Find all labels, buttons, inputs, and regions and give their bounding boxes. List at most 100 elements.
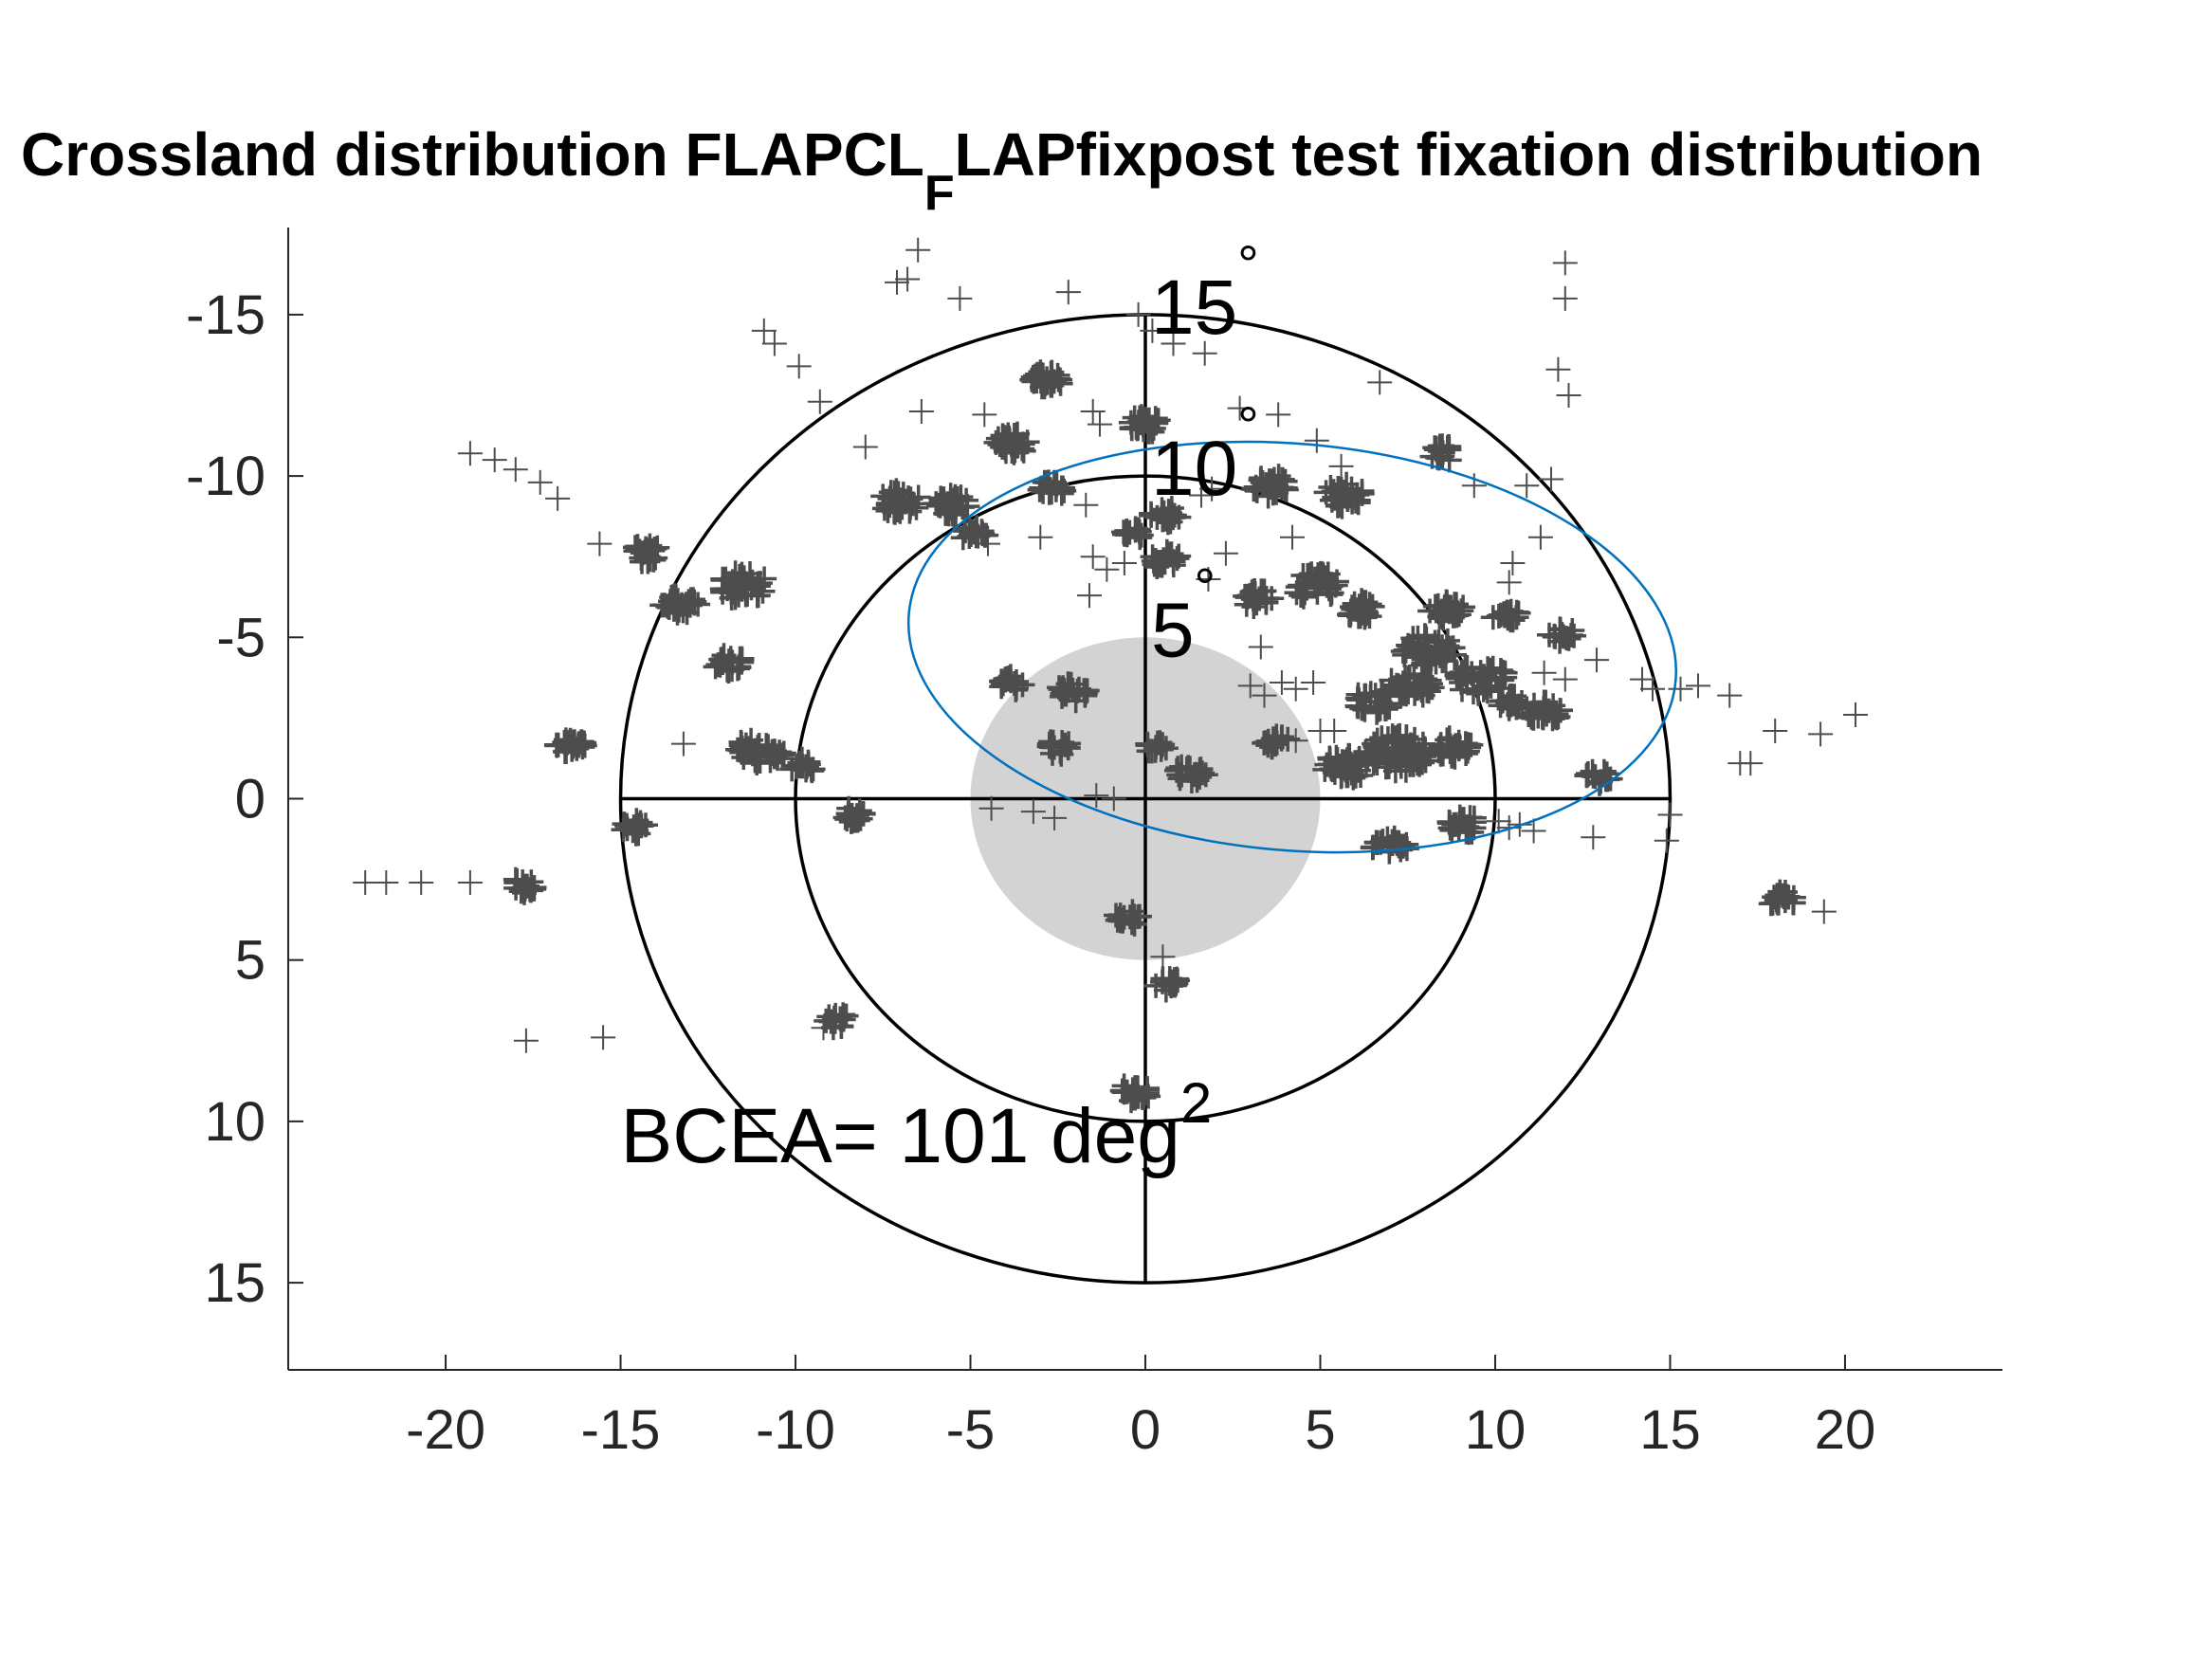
x-tick-label: 0 — [1130, 1399, 1161, 1461]
fixation-marker — [905, 237, 931, 263]
y-tick-label: -5 — [216, 607, 265, 668]
fixation-marker — [1552, 666, 1578, 692]
bcea-ellipse — [906, 440, 1677, 854]
fixation-marker — [1441, 811, 1467, 837]
fixation-marker — [1322, 719, 1347, 743]
fixation-marker — [710, 579, 736, 605]
fixation-marker — [457, 441, 483, 466]
fixation-marker — [1433, 643, 1458, 668]
fixation-marker — [1767, 879, 1793, 904]
fixation-marker — [1320, 757, 1345, 783]
fixation-marker — [1480, 605, 1506, 630]
bcea-annotation: BCEA= 101 deg2 — [621, 1071, 1213, 1179]
fixation-marker — [1430, 433, 1455, 459]
fixation-marker — [1048, 371, 1073, 396]
fixation-marker — [1340, 485, 1365, 511]
fixation-marker — [457, 870, 483, 895]
fixation-marker — [1488, 693, 1513, 719]
fixation-marker — [795, 752, 821, 777]
fixation-marker — [662, 583, 687, 609]
fixation-marker — [718, 646, 743, 671]
fixation-marker — [587, 531, 612, 556]
fixation-marker — [1269, 670, 1294, 695]
ring-label-5: 5° — [1151, 556, 1216, 673]
fixation-marker — [1369, 725, 1395, 751]
fixation-marker — [1149, 733, 1175, 758]
fixation-marker — [1318, 574, 1344, 599]
fixation-marker — [1369, 680, 1395, 705]
fixation-marker — [1446, 816, 1472, 841]
fixation-marker — [1453, 656, 1478, 682]
fixation-marker — [1325, 476, 1351, 501]
fixation-marker — [620, 818, 646, 844]
fixation-marker — [513, 1028, 539, 1053]
fixation-marker — [1283, 728, 1308, 754]
y-tick-label: 0 — [235, 769, 265, 830]
plot-area: 5°10°15° BCEA= 101 deg2 — [353, 234, 1868, 1285]
fixation-marker — [882, 500, 907, 525]
fixation-marker — [878, 480, 904, 505]
axes: -20 -15 -10 -5 0 5 10 15 20 -15 -10 -5 0 5 10 15 — [186, 228, 2002, 1461]
fixation-marker — [991, 427, 1016, 452]
ring-label-15-degree: ° — [1237, 234, 1258, 294]
fixation-markers — [353, 237, 1868, 1114]
fixation-marker — [942, 485, 968, 511]
fixation-marker — [811, 1015, 836, 1041]
fixation-marker — [1325, 569, 1349, 594]
fixation-marker — [1158, 971, 1183, 996]
ring-label-10-degree: ° — [1237, 395, 1258, 455]
fixation-marker — [1426, 629, 1452, 654]
fixation-marker — [978, 795, 1004, 821]
fixation-marker — [1010, 672, 1035, 698]
x-tick-label: 10 — [1465, 1399, 1526, 1461]
y-tick-label: -15 — [186, 284, 265, 346]
fixation-marker — [1304, 571, 1329, 596]
fixation-marker — [1486, 809, 1511, 834]
fixation-marker — [1811, 899, 1837, 924]
fixation-marker — [1143, 973, 1169, 998]
fixation-marker — [1668, 676, 1693, 702]
fixation-marker — [976, 531, 1000, 556]
fixation-marker — [1080, 544, 1106, 570]
fixation-marker — [1686, 673, 1710, 699]
fixation-marker — [1654, 828, 1679, 853]
y-tick-label: 5 — [235, 930, 265, 992]
fixation-marker — [1101, 786, 1126, 811]
fixation-marker — [1442, 744, 1468, 770]
fixation-marker — [1514, 473, 1540, 499]
fixation-marker — [1380, 831, 1405, 856]
fixation-marker — [1408, 674, 1434, 700]
fixation-marker — [1333, 749, 1359, 775]
x-tick-label: -20 — [406, 1399, 485, 1461]
fixation-marker — [1121, 1085, 1146, 1111]
rings-layer — [618, 313, 1673, 1285]
fixation-marker — [570, 735, 595, 760]
x-tick-label: -5 — [946, 1399, 996, 1461]
fixation-marker — [1531, 660, 1557, 685]
fixation-marker — [1657, 802, 1683, 828]
fixation-marker — [1418, 647, 1444, 672]
y-tick-label: 10 — [204, 1091, 265, 1153]
fixation-marker — [1119, 416, 1144, 442]
fixation-marker — [729, 647, 755, 673]
fixation-marker — [519, 869, 544, 895]
fixation-marker — [761, 331, 787, 356]
fixation-marker — [1199, 476, 1225, 501]
fixation-marker — [1266, 464, 1291, 489]
fixation-marker — [754, 733, 779, 758]
fixation-marker — [1252, 683, 1277, 708]
fixation-marker — [1189, 483, 1214, 508]
x-tick-label: 5 — [1305, 1399, 1335, 1461]
fixation-marker — [996, 425, 1022, 450]
fixation-marker — [1117, 520, 1143, 545]
fixation-marker — [1125, 301, 1151, 327]
fixation-marker — [1530, 705, 1556, 731]
chart-title-subscript: F — [924, 166, 955, 221]
fixation-marker — [1050, 684, 1074, 709]
fixation-marker — [1140, 318, 1165, 343]
fixation-marker — [1124, 1075, 1150, 1101]
fixation-marker — [1111, 1073, 1137, 1099]
fixation-marker — [1164, 546, 1190, 572]
fixation-marker — [1402, 681, 1428, 706]
fixation-marker — [1385, 727, 1411, 753]
